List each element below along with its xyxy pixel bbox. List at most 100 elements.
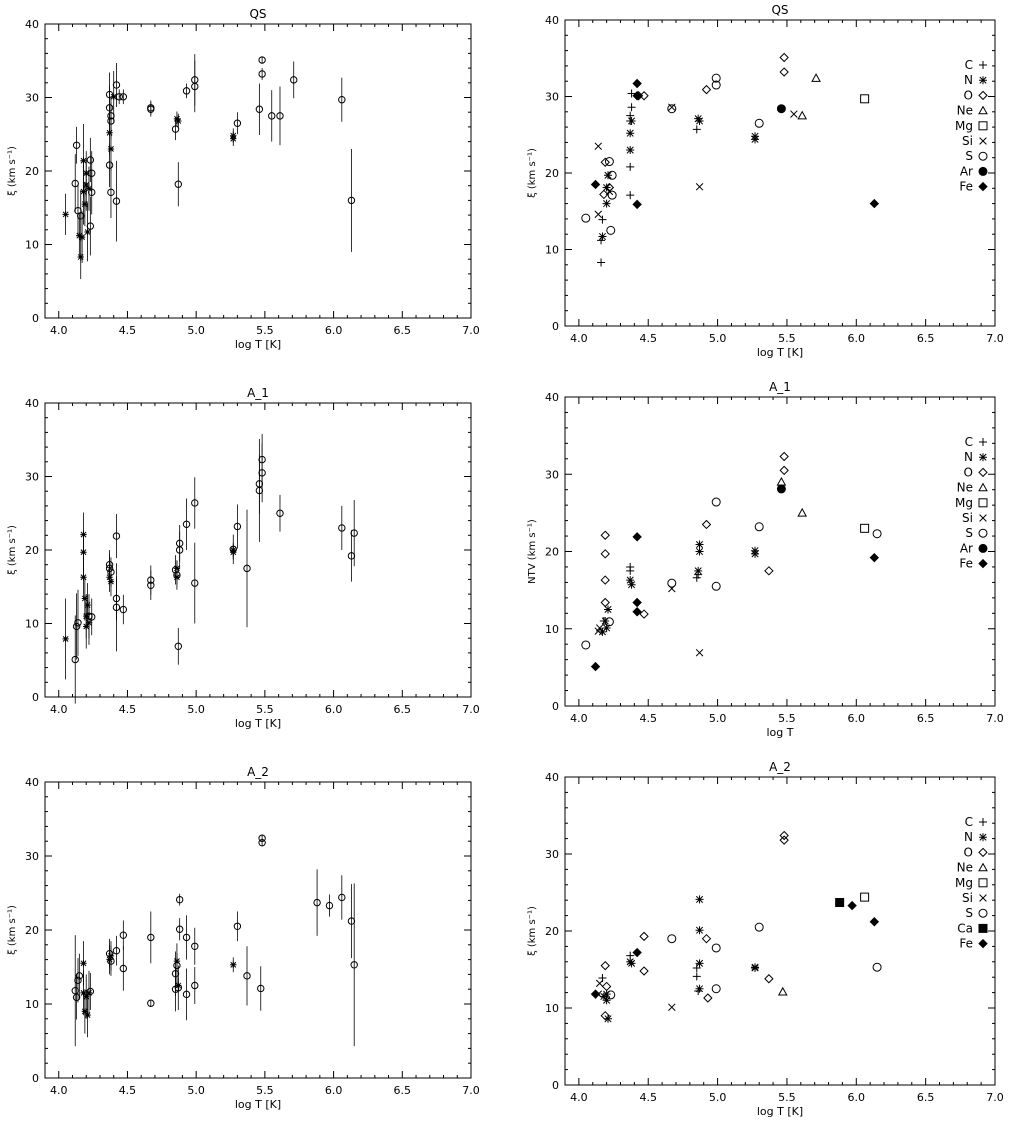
data-point	[632, 532, 642, 542]
data-point	[581, 640, 591, 650]
data-point	[147, 933, 155, 942]
data-point	[754, 118, 764, 128]
x-axis-label: log T [K]	[235, 717, 281, 730]
data-point	[112, 197, 121, 205]
data-point	[605, 187, 614, 196]
x-tick-label: 5.0	[709, 332, 727, 345]
data-point	[590, 179, 601, 190]
x-tick-label: 4.5	[119, 1084, 137, 1097]
data-point	[632, 78, 642, 89]
data-point	[257, 984, 265, 993]
data-point	[110, 93, 117, 100]
x-tick-label: 7.0	[986, 332, 1004, 345]
data-point	[600, 1010, 610, 1021]
x-tick-label: 7.0	[462, 703, 480, 716]
x-tick-label: 4.0	[570, 1091, 588, 1104]
data-point	[88, 188, 96, 197]
legend-label: Mg	[955, 496, 973, 510]
chart-title: A_2	[769, 760, 791, 774]
y-tick-label: 0	[552, 700, 559, 713]
legend-marker	[979, 514, 987, 522]
data-point	[112, 532, 121, 540]
data-point	[695, 648, 704, 657]
data-point	[632, 597, 642, 608]
series-ne	[776, 476, 808, 517]
x-tick-label: 6.5	[917, 332, 935, 345]
series-star	[62, 71, 237, 280]
data-point	[83, 993, 90, 1000]
data-point	[86, 156, 95, 164]
y-axis-label: ξ (km s⁻¹)	[7, 146, 18, 196]
data-point	[667, 578, 677, 588]
legend-label: Si	[962, 134, 973, 148]
data-point	[255, 480, 264, 488]
data-point	[105, 949, 114, 958]
series-c	[599, 562, 703, 626]
data-point	[602, 199, 611, 208]
data-point	[581, 213, 591, 223]
data-point	[872, 962, 882, 972]
data-point	[147, 581, 155, 589]
data-point	[191, 499, 199, 507]
data-point	[112, 81, 121, 89]
x-tick-label: 4.5	[119, 324, 137, 337]
data-point	[711, 497, 721, 507]
legend-label: O	[964, 88, 973, 102]
data-point	[777, 986, 788, 996]
series-n	[599, 895, 760, 1023]
data-point	[754, 522, 764, 532]
y-tick-label: 20	[545, 546, 559, 559]
data-point	[338, 96, 346, 104]
legend-label: N	[964, 73, 973, 87]
data-point	[290, 76, 298, 84]
data-point	[797, 507, 808, 517]
legend-label: Ar	[960, 164, 973, 178]
x-axis-label: log T [K]	[235, 338, 281, 351]
data-point	[604, 1014, 612, 1023]
legend-marker	[978, 105, 988, 115]
data-point	[74, 976, 82, 985]
data-point	[604, 157, 614, 167]
x-tick-label: 5.5	[778, 332, 796, 345]
data-point	[107, 188, 115, 197]
data-point	[639, 609, 649, 619]
legend-label: Mg	[955, 876, 973, 890]
data-point	[119, 964, 128, 973]
legend-marker	[978, 923, 988, 933]
data-point	[105, 161, 114, 169]
x-tick-label: 5.5	[256, 1084, 274, 1097]
data-point	[626, 111, 635, 120]
data-point	[600, 157, 610, 167]
series-s	[606, 922, 882, 1000]
x-tick-label: 7.0	[986, 1091, 1004, 1104]
data-point	[313, 898, 321, 907]
data-point	[174, 642, 182, 650]
legend-label: Fe	[959, 180, 973, 194]
legend-marker	[979, 833, 987, 842]
data-point	[347, 917, 356, 925]
data-point	[626, 162, 635, 171]
data-point	[598, 627, 607, 636]
data-point	[191, 981, 199, 990]
legend-marker	[978, 181, 988, 192]
data-point	[599, 189, 609, 200]
y-tick-label: 0	[32, 312, 39, 325]
chart-panel-2: 4.0 4.5 5.0 5.5 6.0 6.5 7.0 0 10 20 30 40 QS log T [K…	[527, 3, 1004, 359]
data-point	[607, 170, 617, 180]
y-tick-label: 30	[25, 850, 39, 863]
data-point	[695, 183, 704, 191]
legend-marker	[979, 894, 987, 902]
x-tick-label: 4.5	[639, 332, 657, 345]
data-point	[667, 104, 677, 114]
legend-marker	[978, 558, 988, 569]
legend-marker	[979, 137, 987, 145]
series-c	[598, 951, 703, 996]
y-tick-label: 40	[25, 776, 39, 789]
data-point	[71, 986, 79, 995]
data-point	[115, 93, 123, 101]
y-axis-label: ξ (km s⁻¹)	[527, 148, 538, 198]
data-point	[711, 581, 721, 591]
legend-label: Si	[962, 891, 973, 905]
